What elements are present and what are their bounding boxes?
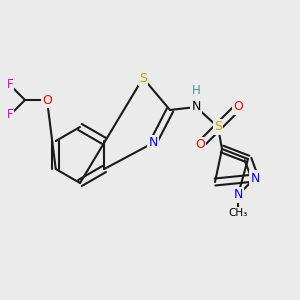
Text: O: O bbox=[233, 100, 243, 113]
Text: H: H bbox=[192, 85, 200, 98]
Text: N: N bbox=[191, 100, 201, 113]
Text: S: S bbox=[139, 71, 147, 85]
Text: CH₃: CH₃ bbox=[228, 208, 248, 218]
Text: N: N bbox=[250, 172, 260, 184]
Text: N: N bbox=[148, 136, 158, 149]
Text: F: F bbox=[7, 109, 13, 122]
Text: O: O bbox=[195, 139, 205, 152]
Text: F: F bbox=[7, 79, 13, 92]
Text: S: S bbox=[214, 121, 222, 134]
Text: O: O bbox=[42, 94, 52, 106]
Text: N: N bbox=[233, 188, 243, 202]
